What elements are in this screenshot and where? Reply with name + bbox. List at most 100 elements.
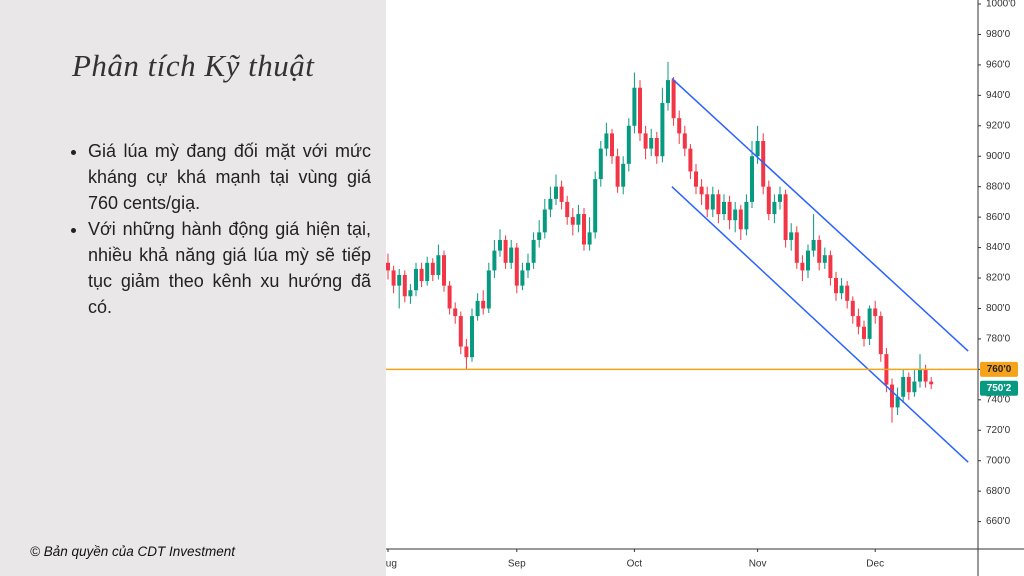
- candle-body: [397, 274, 402, 286]
- candle-body: [789, 232, 794, 240]
- y-tick-label: 960'0: [986, 60, 1011, 71]
- candle-body: [587, 232, 592, 245]
- candle-body: [778, 194, 782, 202]
- candle-body: [548, 198, 553, 210]
- candle-body: [710, 194, 715, 210]
- price-tag: [980, 380, 1018, 396]
- x-tick-label: Dec: [866, 559, 884, 570]
- candle-body: [727, 201, 732, 221]
- candle-body: [822, 255, 827, 263]
- candle-body: [839, 285, 844, 294]
- candle-body: [554, 186, 558, 199]
- slide-title: Phân tích Kỹ thuật: [72, 48, 315, 83]
- candle-body: [845, 285, 850, 301]
- candle-body: [666, 80, 670, 103]
- price-tag: [980, 361, 1018, 377]
- candle-body: [878, 316, 883, 355]
- candle-body: [408, 290, 413, 297]
- candle-body: [761, 141, 766, 187]
- y-tick-label: 740'0: [986, 394, 1011, 405]
- y-tick-label: 800'0: [986, 303, 1011, 314]
- candle-body: [481, 300, 486, 309]
- candle-body: [638, 87, 642, 134]
- candle-body: [442, 255, 446, 286]
- candle-body: [559, 186, 564, 202]
- x-tick-label: Sep: [508, 559, 526, 570]
- y-tick-label: 680'0: [986, 486, 1011, 497]
- resistance-label: 760'0: [987, 364, 1012, 375]
- x-tick-label: Oct: [627, 559, 643, 570]
- candle-body: [430, 262, 435, 275]
- candle-body: [458, 316, 463, 347]
- candle-body: [867, 308, 872, 339]
- candle-body: [531, 239, 536, 263]
- candle-body: [783, 194, 788, 240]
- y-tick-label: 920'0: [986, 120, 1011, 131]
- candle-body: [492, 250, 497, 271]
- candle-body: [526, 262, 530, 271]
- candle-body: [598, 148, 603, 180]
- candle-body: [402, 274, 407, 297]
- candle-body: [873, 308, 878, 317]
- bullet-list: Giá lúa mỳ đang đối mặt với mức kháng cự…: [70, 138, 371, 320]
- candle-body: [694, 171, 698, 187]
- candle-body: [699, 186, 704, 195]
- candle-body: [436, 255, 441, 275]
- candle-body: [610, 133, 614, 157]
- y-tick-label: 900'0: [986, 151, 1011, 162]
- bullet: Giá lúa mỳ đang đối mặt với mức kháng cự…: [88, 138, 371, 216]
- candle-body: [733, 209, 738, 221]
- channel-line: [671, 186, 969, 463]
- candle-body: [626, 125, 631, 164]
- candle-body: [806, 250, 810, 271]
- candle-body: [766, 186, 771, 215]
- candle-body: [755, 141, 760, 157]
- channel-line: [671, 78, 969, 352]
- bullet: Với những hành động giá hiện tại, nhiều …: [88, 216, 371, 320]
- candle-body: [509, 247, 514, 263]
- candle-body: [386, 262, 390, 271]
- y-tick-label: 820'0: [986, 273, 1011, 284]
- candle-body: [615, 156, 620, 187]
- candle-body: [671, 80, 676, 119]
- candle-body: [901, 376, 906, 397]
- candle-body: [604, 133, 609, 149]
- text-panel: Phân tích Kỹ thuật Giá lúa mỳ đang đối m…: [0, 0, 386, 576]
- y-tick-label: 940'0: [986, 90, 1011, 101]
- candle-body: [834, 278, 838, 294]
- last-price-label: 750'2: [987, 383, 1012, 394]
- candle-body: [929, 381, 934, 385]
- y-tick-label: 700'0: [986, 455, 1011, 466]
- y-tick-label: 880'0: [986, 181, 1011, 192]
- candle-body: [682, 133, 687, 149]
- candle-body: [576, 214, 581, 225]
- candle-body: [391, 270, 396, 286]
- candle-body: [453, 308, 458, 317]
- candle-body: [906, 376, 911, 393]
- y-tick-label: 860'0: [986, 212, 1011, 223]
- candle-body: [470, 316, 474, 358]
- candle-body: [425, 262, 430, 282]
- candle-body: [498, 239, 502, 251]
- candle-body: [850, 300, 855, 317]
- y-tick-label: 780'0: [986, 334, 1011, 345]
- candle-body: [520, 270, 525, 286]
- candle-body: [649, 137, 654, 149]
- x-tick-label: Aug: [379, 559, 397, 570]
- candle-body: [643, 133, 648, 149]
- candle-body: [660, 102, 665, 157]
- candle-body: [722, 201, 726, 215]
- candle-body: [419, 268, 424, 282]
- candle-body: [677, 118, 682, 134]
- candle-body: [856, 316, 861, 327]
- candle-body: [486, 270, 491, 309]
- candle-body: [475, 300, 480, 317]
- y-tick-label: 1000'0: [986, 0, 1016, 10]
- candle-body: [895, 396, 900, 408]
- candle-body: [570, 217, 575, 225]
- candle-body: [632, 87, 637, 126]
- candle-body: [621, 163, 626, 187]
- candle-body: [716, 194, 721, 215]
